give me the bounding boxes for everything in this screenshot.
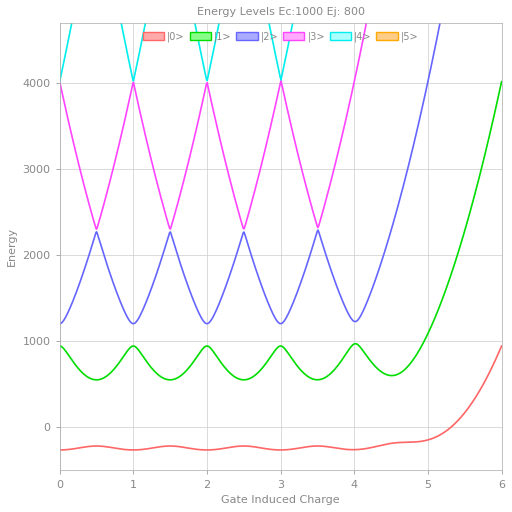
Legend: |0>, |1>, |2>, |3>, |4>, |5>: |0>, |1>, |2>, |3>, |4>, |5> — [140, 28, 421, 45]
Title: Energy Levels Ec:1000 Ej: 800: Energy Levels Ec:1000 Ej: 800 — [197, 7, 365, 17]
X-axis label: Gate Induced Charge: Gate Induced Charge — [221, 495, 340, 505]
Y-axis label: Energy: Energy — [7, 227, 17, 266]
